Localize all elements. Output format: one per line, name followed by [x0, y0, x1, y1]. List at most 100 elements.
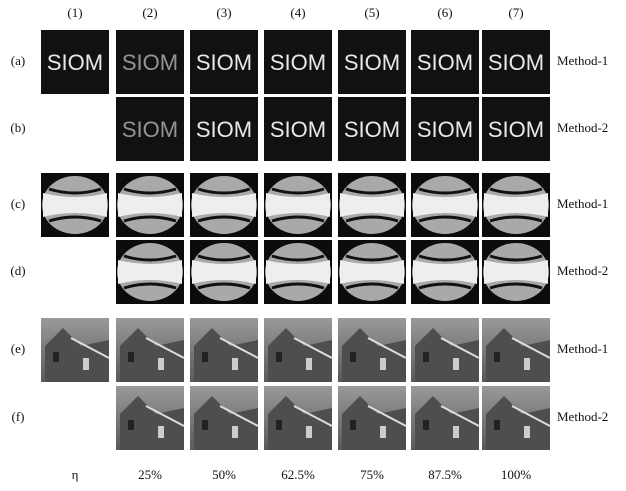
image-tile: SIOM — [482, 97, 550, 161]
img-text: SIOM — [344, 117, 400, 142]
image-tile — [264, 386, 332, 450]
window — [276, 352, 282, 362]
img-text: SIOM — [47, 50, 103, 75]
method-label: Method-1 — [557, 53, 608, 68]
window — [83, 358, 89, 370]
window — [423, 420, 429, 430]
image-tile — [190, 173, 258, 237]
image-tile — [190, 318, 258, 382]
row-label: (b) — [10, 120, 25, 135]
image-tile — [338, 386, 406, 450]
window — [276, 420, 282, 430]
image-tile — [264, 318, 332, 382]
image-tile — [116, 240, 184, 304]
img-text: SIOM — [270, 50, 326, 75]
image-tile: SIOM — [190, 30, 258, 94]
image-tile: SIOM — [41, 30, 109, 94]
row-label: (f) — [12, 409, 25, 424]
row-label: (c) — [11, 196, 25, 211]
window — [380, 358, 386, 370]
img-text: SIOM — [196, 50, 252, 75]
figure: (1)(2)(3)(4)(5)(6)(7)η25%50%62.5%75%87.5… — [0, 0, 626, 491]
column-header: (4) — [290, 5, 305, 20]
window — [128, 352, 134, 362]
image-tile — [338, 240, 406, 304]
window — [306, 426, 312, 438]
column-header: (6) — [437, 5, 452, 20]
row-label: (d) — [10, 263, 25, 278]
image-tile: SIOM — [411, 97, 479, 161]
img-text: SIOM — [122, 50, 178, 75]
window — [380, 426, 386, 438]
image-tile — [264, 240, 332, 304]
img-text: SIOM — [417, 117, 473, 142]
img-text: SIOM — [488, 117, 544, 142]
image-tile: SIOM — [411, 30, 479, 94]
column-header: (1) — [67, 5, 82, 20]
image-tile: SIOM — [116, 30, 184, 94]
window — [128, 420, 134, 430]
window — [232, 358, 238, 370]
window — [158, 426, 164, 438]
window — [423, 352, 429, 362]
image-tile — [411, 173, 479, 237]
window — [53, 352, 59, 362]
window — [232, 426, 238, 438]
bottom-label: 50% — [212, 467, 236, 482]
row-label: (e) — [11, 341, 25, 356]
bottom-label: 75% — [360, 467, 384, 482]
bottom-label: 87.5% — [428, 467, 462, 482]
window — [306, 358, 312, 370]
method-label: Method-1 — [557, 341, 608, 356]
image-tile — [411, 386, 479, 450]
window — [524, 426, 530, 438]
image-tile — [41, 173, 109, 237]
img-text: SIOM — [488, 50, 544, 75]
image-tile — [116, 318, 184, 382]
img-text: SIOM — [344, 50, 400, 75]
method-label: Method-2 — [557, 120, 608, 135]
column-header: (5) — [364, 5, 379, 20]
image-tile — [190, 386, 258, 450]
window — [494, 420, 500, 430]
method-label: Method-2 — [557, 409, 608, 424]
image-tile: SIOM — [482, 30, 550, 94]
image-tile — [338, 318, 406, 382]
column-header: (2) — [142, 5, 157, 20]
bottom-label: 62.5% — [281, 467, 315, 482]
image-tile — [116, 173, 184, 237]
image-tile: SIOM — [190, 97, 258, 161]
image-tile — [264, 173, 332, 237]
image-tile — [411, 318, 479, 382]
image-tile — [41, 318, 109, 382]
img-text: SIOM — [122, 117, 178, 142]
bottom-label: 25% — [138, 467, 162, 482]
window — [453, 426, 459, 438]
image-tile — [482, 386, 550, 450]
method-label: Method-2 — [557, 263, 608, 278]
window — [202, 420, 208, 430]
window — [453, 358, 459, 370]
image-tile — [482, 240, 550, 304]
image-tile: SIOM — [264, 97, 332, 161]
image-tile — [482, 318, 550, 382]
window — [494, 352, 500, 362]
img-text: SIOM — [196, 117, 252, 142]
image-tile — [482, 173, 550, 237]
column-header: (7) — [508, 5, 523, 20]
img-text: SIOM — [270, 117, 326, 142]
image-tile — [116, 386, 184, 450]
bottom-label: 100% — [501, 467, 532, 482]
img-text: SIOM — [417, 50, 473, 75]
window — [158, 358, 164, 370]
image-tile — [190, 240, 258, 304]
image-tile: SIOM — [338, 30, 406, 94]
image-tile: SIOM — [116, 97, 184, 161]
window — [202, 352, 208, 362]
window — [524, 358, 530, 370]
column-header: (3) — [216, 5, 231, 20]
image-tile — [338, 173, 406, 237]
image-tile: SIOM — [264, 30, 332, 94]
method-label: Method-1 — [557, 196, 608, 211]
window — [350, 352, 356, 362]
